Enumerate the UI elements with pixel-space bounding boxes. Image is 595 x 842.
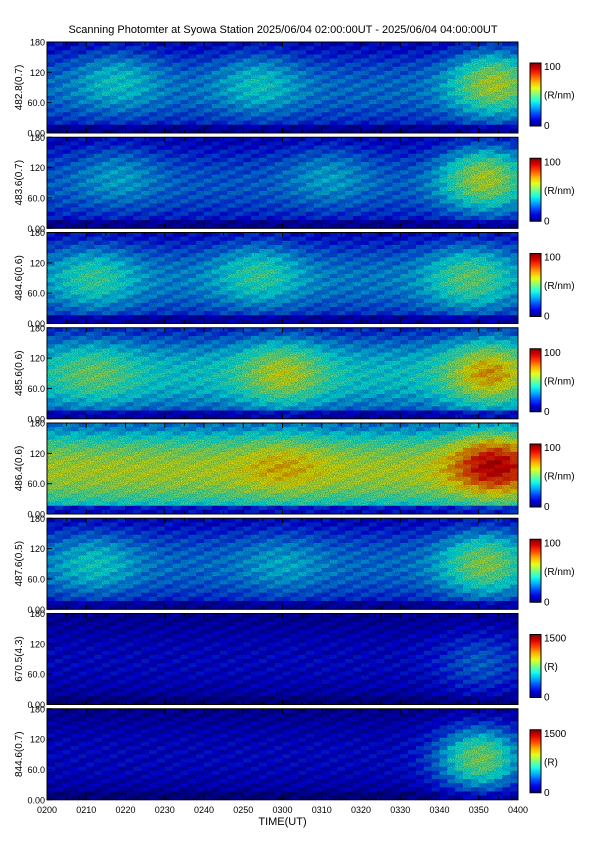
y-axis-label: 484.6(0.6)	[14, 255, 25, 301]
colorbar-unit-label: (R/nm)	[544, 281, 575, 292]
y-axis-label: 482.8(0.7)	[14, 65, 25, 111]
colorbar-unit-label: (R/nm)	[544, 186, 575, 197]
colorbar-max-label: 100	[544, 253, 561, 264]
colorbar	[529, 157, 542, 222]
colorbar	[529, 253, 542, 317]
y-tick-label: 120	[30, 163, 45, 173]
y-tick-label: 120	[30, 68, 45, 78]
y-tick-label: 180	[30, 228, 45, 238]
noise-overlay	[47, 42, 518, 133]
colorbar-max-label: 100	[544, 62, 561, 73]
y-tick-label: 180	[30, 133, 45, 143]
y-tick-label: 60.0	[27, 289, 45, 299]
colorbar-min-label: 0	[544, 121, 550, 132]
colorbar-min-label: 0	[544, 312, 550, 323]
colorbar-min-label: 0	[544, 216, 550, 227]
y-tick-label: 0.00	[27, 129, 45, 139]
colorbar-unit-label: (R/nm)	[544, 91, 575, 102]
y-tick-label: 60.0	[27, 98, 45, 108]
noise-overlay	[47, 232, 518, 324]
y-tick-label: 180	[30, 38, 45, 48]
colorbar-max-label: 100	[544, 157, 561, 168]
y-tick-label: 120	[30, 258, 45, 268]
chart-title: Scanning Photomter at Syowa Station 2025…	[68, 24, 498, 36]
y-tick-label: 60.0	[27, 193, 45, 203]
y-axis-label: 483.6(0.7)	[14, 160, 25, 206]
noise-overlay	[47, 137, 518, 229]
colorbar	[529, 62, 542, 127]
